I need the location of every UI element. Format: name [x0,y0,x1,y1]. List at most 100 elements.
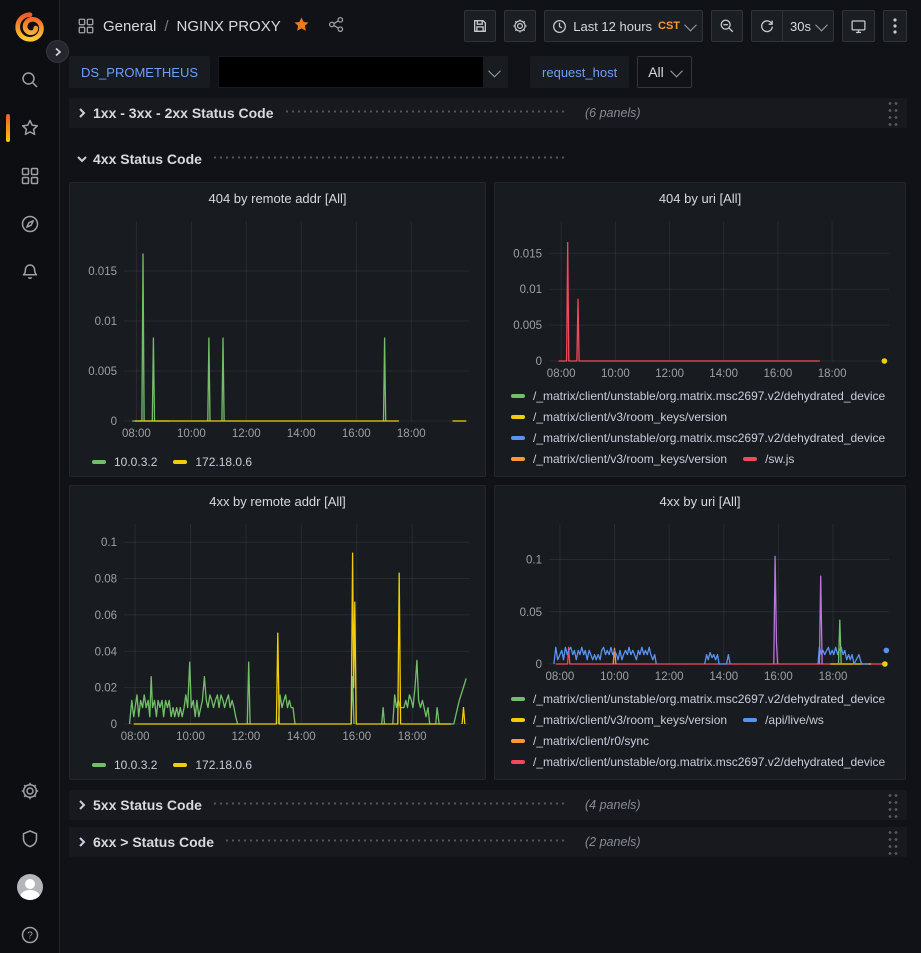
legend-swatch [511,414,525,419]
sidebar-item-server-admin[interactable] [0,815,60,863]
refresh-button[interactable] [751,10,784,42]
row-1xx-3xx-2xx[interactable]: 1xx - 3xx - 2xx Status Code (6 panels) [69,98,907,128]
breadcrumb-dashboard-title[interactable]: NGINX PROXY [176,17,281,35]
svg-text:14:00: 14:00 [287,428,316,440]
legend-item[interactable]: /_matrix/client/unstable/org.matrix.msc2… [511,385,885,406]
panel-404-by-uri-all-: 404 by uri [All] 0 0.005 0.01 0.015 08:00 10:0… [494,182,906,477]
svg-text:0: 0 [111,416,117,428]
legend-label: 172.18.0.6 [195,454,253,469]
legend-swatch [511,759,525,764]
save-dashboard-button[interactable] [464,10,497,42]
sidebar-item-help[interactable]: ? [0,911,60,953]
time-range-picker[interactable]: Last 12 hours CST [544,10,704,42]
legend-label: /api/live/ws [765,712,824,727]
legend-item[interactable]: 10.0.3.2 [92,451,157,472]
refresh-interval-select[interactable]: 30s [783,10,834,42]
legend-item[interactable]: 172.18.0.6 [173,451,252,472]
sidebar-expand-button[interactable] [46,40,69,63]
svg-text:18:00: 18:00 [398,731,427,743]
legend-label: 172.18.0.6 [195,757,253,772]
breadcrumb-folder[interactable]: General [103,17,157,35]
svg-text:16:00: 16:00 [342,428,371,440]
row-6xx[interactable]: 6xx > Status Code (2 panels) [69,827,907,857]
panel-title[interactable]: 404 by remote addr [All] [208,190,347,206]
grafana-logo[interactable] [14,12,45,42]
sidebar-item-search[interactable] [0,56,60,104]
datasource-select[interactable] [218,56,509,88]
legend-swatch [511,435,525,440]
legend-item[interactable]: /_matrix/client/v3/room_keys/version [511,709,727,730]
legend-swatch [511,738,525,743]
sidebar-item-alerting[interactable] [0,248,60,296]
timeseries-chart[interactable]: 0 0.02 0.04 0.06 0.08 0.1 08:00 10:00 12:00 14:00… [78,516,477,748]
row-title: 4xx Status Code [93,151,202,167]
legend-item[interactable]: 10.0.3.2 [92,754,157,775]
kebab-icon [893,18,897,34]
row-4xx[interactable]: 4xx Status Code [69,146,907,172]
legend-item[interactable]: /sw.js [743,448,794,469]
legend-item[interactable]: /_matrix/client/unstable/org.matrix.msc2… [511,427,885,448]
timeseries-chart[interactable]: 0 0.05 0.1 08:00 10:00 12:00 14:00 16:00 18:00 [503,516,897,688]
svg-text:10:00: 10:00 [600,671,629,683]
row-title: 6xx > Status Code [93,834,214,850]
panel-legend: 10.0.3.2 172.18.0.6 [78,748,477,775]
host-value-select[interactable]: All [637,56,692,88]
help-icon: ? [21,926,38,944]
chevron-down-icon [815,18,828,31]
legend-item[interactable]: /_matrix/client/unstable/org.matrix.msc2… [511,688,885,709]
timeseries-chart[interactable]: 0 0.005 0.01 0.015 08:00 10:00 12:00 14:00 16:00… [503,213,897,385]
legend-item[interactable]: /_matrix/client/r0/sync [511,730,649,751]
legend-item[interactable]: /api/live/ws [743,709,824,730]
legend-item[interactable]: /_matrix/client/unstable/org.matrix.msc2… [511,751,885,772]
panel-legend: /_matrix/client/unstable/org.matrix.msc2… [503,385,897,472]
row-5xx[interactable]: 5xx Status Code (4 panels) [69,790,907,820]
timeseries-chart[interactable]: 0 0.005 0.01 0.015 08:00 10:00 12:00 14:00 16:00… [78,213,477,445]
panel-legend: /_matrix/client/unstable/org.matrix.msc2… [503,688,897,775]
dots-leader [211,156,567,159]
legend-swatch [511,456,525,461]
legend-label: 10.0.3.2 [114,454,158,469]
legend-item[interactable]: /_matrix/client/v3/room_keys/version [511,406,727,427]
row-title: 5xx Status Code [93,797,202,813]
share-icon[interactable] [328,16,345,36]
svg-text:18:00: 18:00 [397,428,426,440]
svg-text:0.06: 0.06 [95,610,117,622]
dashboard-settings-button[interactable] [504,10,537,42]
variables-bar: DS_PROMETHEUS request_host All [61,52,921,92]
row-panel-count: (2 panels) [585,835,641,849]
datasource-variable-label[interactable]: DS_PROMETHEUS [69,56,211,88]
kebab-menu-button[interactable] [883,10,907,42]
sidebar-item-profile[interactable] [0,863,60,911]
sidebar-item-dashboards[interactable] [0,152,60,200]
legend-item[interactable]: 172.18.0.6 [173,754,252,775]
svg-text:0.015: 0.015 [513,248,542,260]
sidebar-item-configuration[interactable] [0,767,60,815]
legend-swatch [511,393,525,398]
legend-swatch [92,459,106,464]
favorite-star-icon[interactable] [293,16,310,36]
host-variable-label[interactable]: request_host [530,56,630,88]
drag-handle[interactable] [887,828,899,856]
drag-handle[interactable] [887,791,899,819]
panel-title[interactable]: 4xx by uri [All] [659,493,741,509]
panel-title[interactable]: 404 by uri [All] [658,190,742,206]
tv-mode-button[interactable] [842,10,875,42]
svg-text:0.1: 0.1 [526,555,542,567]
gear-icon [21,782,38,800]
sidebar-item-explore[interactable] [0,200,60,248]
legend-item[interactable]: /_matrix/client/v3/room_keys/version [511,448,727,469]
panel-legend: 10.0.3.2 172.18.0.6 [78,445,477,472]
sidebar-item-starred[interactable] [0,104,60,152]
svg-text:16:00: 16:00 [342,731,371,743]
legend-swatch [173,459,188,464]
chevron-down-icon [75,153,89,165]
svg-text:14:00: 14:00 [709,368,738,380]
legend-label: /sw.js [765,451,795,466]
timezone-label: CST [658,20,681,32]
chevron-down-icon [684,18,697,31]
panel-title[interactable]: 4xx by remote addr [All] [209,493,346,509]
panel-4xx-by-uri-all-: 4xx by uri [All] 0 0.05 0.1 08:00 10:00 12:00 1… [494,485,906,780]
legend-swatch [743,717,758,722]
zoom-out-button[interactable] [711,10,744,42]
drag-handle[interactable] [887,99,899,127]
